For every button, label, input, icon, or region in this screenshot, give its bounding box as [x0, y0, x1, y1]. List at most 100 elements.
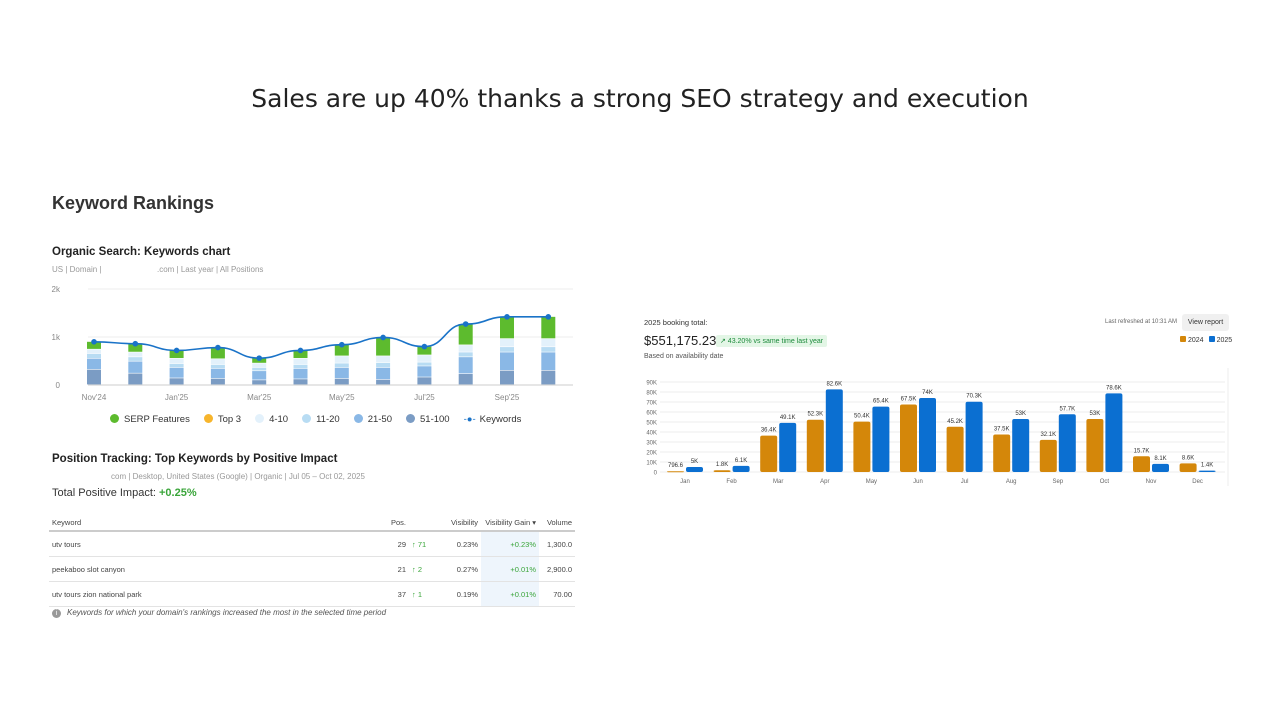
- data-label: 8.6K: [1182, 455, 1194, 461]
- bar-segment-11-20: [334, 363, 349, 368]
- keyword-cell: utv tours zion national park: [49, 581, 373, 607]
- legend-swatch: [353, 414, 363, 423]
- bar-2024: [993, 434, 1011, 472]
- visibility-cell: 0.23%: [437, 531, 481, 557]
- table-row[interactable]: utv tours zion national park 37 ↑ 1 0.19% +0…: [49, 581, 575, 607]
- data-label: 36.4K: [761, 428, 777, 434]
- y-tick-label: 80K: [646, 391, 657, 397]
- y-tick-label: 50K: [646, 421, 657, 427]
- change-cell: ↑ 1: [409, 581, 437, 607]
- bar-2025: [779, 422, 797, 472]
- bar-segment-4-10: [458, 345, 473, 352]
- y-tick-label: 30K: [646, 441, 657, 447]
- bar-segment-serp-features: [169, 350, 184, 358]
- legend-item[interactable]: 51-100: [406, 414, 450, 425]
- keyword-cell: peekaboo slot canyon: [49, 556, 373, 582]
- position-tracking-subtitle: com | Desktop, United States (Google) | …: [111, 472, 365, 481]
- legend-item[interactable]: 2025: [1208, 336, 1232, 344]
- bar-2025: [686, 467, 703, 472]
- col-visibility[interactable]: Visibility: [437, 505, 481, 532]
- y-tick-label: 10K: [646, 461, 657, 467]
- legend-item[interactable]: SERP Features: [110, 414, 190, 425]
- x-tick-label: May'25: [329, 393, 355, 402]
- bar-segment-11-20: [417, 362, 432, 366]
- bar-segment-51-100: [458, 373, 473, 385]
- volume-cell: 70.00: [539, 581, 575, 607]
- keyword-rankings-title: Keyword Rankings: [52, 193, 215, 213]
- y-tick-label: 0: [56, 381, 61, 390]
- bar-segment-21-50: [252, 371, 267, 380]
- bar-segment-11-20: [293, 364, 308, 369]
- bar-2025: [1012, 419, 1030, 472]
- bar-2024: [713, 470, 731, 472]
- x-tick-label: Jul'25: [414, 393, 435, 402]
- bar-segment-51-100: [252, 380, 267, 385]
- x-tick-label: Dec: [1192, 479, 1203, 485]
- bar-segment-serp-features: [458, 324, 473, 345]
- legend-item[interactable]: 11-20: [302, 414, 340, 425]
- yoy-badge: ↗ 43.20% vs same time last year: [716, 335, 828, 347]
- bar-segment-51-100: [293, 379, 308, 385]
- data-label: 53K: [1015, 411, 1026, 417]
- x-tick-label: Apr: [820, 479, 829, 485]
- legend-line-icon: -●-: [463, 414, 476, 425]
- x-tick-label: Jan: [680, 479, 690, 485]
- organic-subtitle-left: US | Domain |: [52, 265, 102, 274]
- volume-cell: 2,900.0: [539, 556, 575, 582]
- position-tracking-title: Position Tracking: Top Keywords by Posit…: [52, 453, 338, 465]
- bar-2025: [825, 389, 843, 472]
- col-volume[interactable]: Volume: [539, 505, 575, 532]
- bar-segment-4-10: [417, 355, 432, 362]
- table-row[interactable]: peekaboo slot canyon 21 ↑ 2 0.27% +0.01% 2,90…: [49, 556, 575, 582]
- y-tick-label: 0: [654, 471, 658, 477]
- keywords-point: [545, 314, 552, 320]
- legend-item[interactable]: 21-50: [353, 414, 392, 425]
- y-tick-label: 2k: [52, 285, 61, 294]
- legend-item[interactable]: -●- Keywords: [463, 414, 522, 425]
- bar-segment-11-20: [128, 357, 143, 361]
- col-keyword[interactable]: Keyword: [49, 505, 373, 532]
- data-label: 6.1K: [735, 458, 747, 464]
- x-tick-label: Feb: [726, 479, 737, 485]
- legend-item[interactable]: Top 3: [203, 414, 241, 425]
- bar-2025: [965, 401, 983, 472]
- table-row[interactable]: utv tours 29 ↑ 71 0.23% +0.23% 1,300.0: [49, 531, 575, 557]
- y-tick-label: 40K: [646, 431, 657, 437]
- bar-segment-21-50: [128, 361, 143, 373]
- data-label: 15.7K: [1134, 448, 1150, 454]
- legend-swatch: [302, 414, 312, 423]
- bar-segment-21-50: [458, 357, 473, 374]
- legend-swatch: [110, 414, 119, 423]
- x-tick-label: Mar'25: [247, 393, 272, 402]
- bar-2024: [1039, 439, 1057, 472]
- data-label: 5K: [691, 459, 698, 465]
- x-tick-label: Jun: [913, 479, 923, 485]
- legend-swatch: [203, 414, 213, 423]
- bar-2024: [946, 426, 964, 472]
- legend-item[interactable]: 4-10: [255, 414, 288, 425]
- legend-item[interactable]: 2024: [1180, 336, 1204, 344]
- keywords-point: [215, 344, 221, 351]
- keywords-point: [297, 347, 304, 354]
- bar-segment-serp-features: [87, 341, 101, 349]
- gain-cell: +0.01%: [481, 556, 539, 582]
- x-tick-label: Nov: [1146, 479, 1157, 485]
- bar-segment-21-50: [87, 358, 101, 370]
- col-visibility-gain[interactable]: Visibility Gain ▾: [481, 505, 539, 532]
- y-tick-label: 60K: [646, 411, 657, 417]
- bar-segment-21-50: [417, 366, 432, 377]
- data-label: 50.4K: [854, 414, 870, 420]
- data-label: 78.6K: [1106, 385, 1122, 391]
- keywords-point: [173, 347, 180, 354]
- bar-segment-21-50: [500, 352, 514, 370]
- bar-segment-4-10: [128, 352, 143, 357]
- bar-segment-4-10: [500, 338, 514, 347]
- data-label: 1.8K: [716, 462, 728, 468]
- bar-segment-4-10: [87, 349, 101, 354]
- data-label: 49.1K: [780, 415, 796, 421]
- legend-swatch: [1208, 336, 1215, 342]
- keywords-point: [339, 341, 345, 348]
- view-report-button[interactable]: View report: [1182, 314, 1229, 331]
- col-pos[interactable]: Pos.: [373, 505, 409, 532]
- bar-segment-11-20: [376, 362, 391, 368]
